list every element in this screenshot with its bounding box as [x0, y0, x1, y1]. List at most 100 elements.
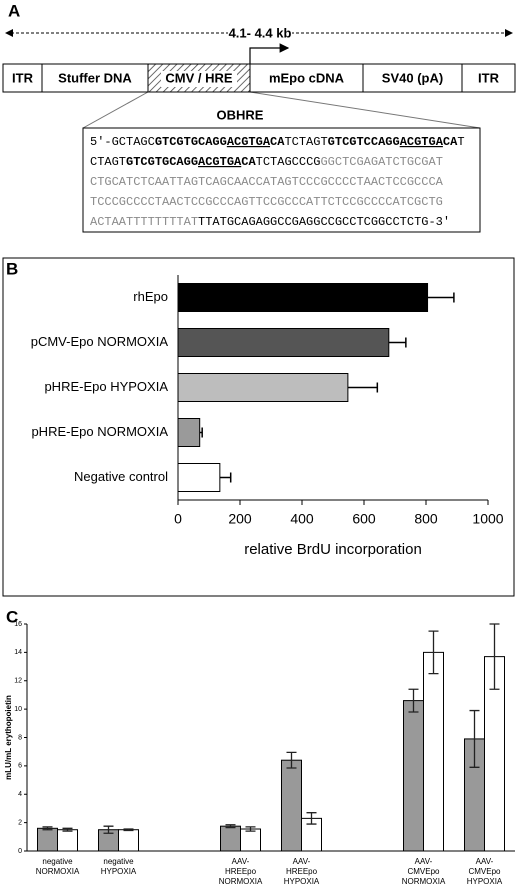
- error-bar: [306, 812, 317, 825]
- error-bar: [225, 824, 236, 829]
- y-tick-label: 12: [14, 678, 22, 685]
- segment-label: ITR: [12, 70, 34, 85]
- sequence-segment: 5'-GCTAGC: [90, 135, 155, 149]
- x-tick-label: negative: [42, 857, 73, 866]
- label-bg: [228, 24, 292, 42]
- sequence-segment: CTAGT: [90, 155, 126, 169]
- bar: [177, 418, 201, 447]
- sequence-line: CTGCATCTCAATTAGTCAGCAACCATAGTCCCGCCCCTAA…: [90, 175, 444, 189]
- x-tick-label: negative: [103, 857, 134, 866]
- segment-label: ITR: [478, 70, 500, 85]
- sequence-segment: ACGTGA: [227, 135, 271, 149]
- y-tick-label: 8: [18, 734, 22, 741]
- error-bar: [199, 427, 203, 438]
- x-axis-label: relative BrdU incorporation: [244, 541, 422, 558]
- x-tick-label: 1000: [472, 511, 503, 527]
- error-bar: [347, 382, 379, 393]
- x-tick-label: 600: [352, 511, 376, 527]
- sequence-segment: CA: [443, 135, 458, 149]
- x-tick-label: NORMOXIA: [36, 867, 80, 876]
- bar: [57, 829, 78, 852]
- bar: [240, 828, 261, 852]
- y-tick-label: Negative control: [74, 469, 168, 484]
- sequence-segment: CTGCATCTCAATTAGTCAGCAACCATAGTCCCGCCCCTAA…: [90, 175, 444, 189]
- error-bar: [428, 630, 439, 675]
- error-bar: [42, 826, 53, 831]
- sequence-segment: TTATGCAGAGGCCGAGGCCGCCTCGGCCTCTG-3': [198, 215, 450, 229]
- y-tick-label: 4: [18, 791, 22, 798]
- sequence-segment: T: [457, 135, 464, 149]
- sequence-segment: GGCTCGAGATCTGCGAT: [320, 155, 442, 169]
- bar: [37, 827, 58, 852]
- x-tick-label: NORMOXIA: [219, 877, 263, 886]
- x-tick-label: AAV-: [293, 857, 311, 866]
- sequence-box: [82, 127, 481, 233]
- bar: [423, 651, 444, 852]
- y-tick-label: 10: [14, 706, 22, 713]
- panel-b-frame: [2, 257, 515, 597]
- x-tick-label: 800: [414, 511, 438, 527]
- error-bar: [469, 709, 480, 768]
- construct-segment: [461, 63, 516, 93]
- bar: [177, 463, 221, 492]
- x-tick-label: AAV-: [476, 857, 494, 866]
- sequence-segment: ACGTGA: [400, 135, 444, 149]
- x-tick-label: AAV-: [232, 857, 250, 866]
- error-bar: [245, 826, 256, 832]
- x-tick-label: 200: [228, 511, 252, 527]
- error-bar: [489, 623, 500, 690]
- y-tick-label: 6: [18, 763, 22, 770]
- sequence-segment: TCTAGCCCG: [256, 155, 321, 169]
- error-bar: [286, 751, 297, 769]
- bar: [118, 829, 139, 852]
- sequence-line: CTAGTGTCGTGCAGGACGTGACATCTAGCCCGGGCTCGAG…: [90, 155, 443, 169]
- x-tick-label: HYPOXIA: [284, 877, 320, 886]
- promoter-arrow: [249, 43, 290, 64]
- sequence-segment: ACTAATTTTTTTTAT: [90, 215, 198, 229]
- segment-label: mEpo cDNA: [269, 70, 345, 85]
- y-tick-label: rhEpo: [133, 289, 168, 304]
- x-tick-label: HYPOXIA: [101, 867, 137, 876]
- y-tick-label: pHRE-Epo HYPOXIA: [44, 379, 168, 394]
- bar: [177, 283, 429, 312]
- sequence-segment: CA: [241, 155, 256, 169]
- error-bar: [388, 337, 407, 348]
- sequence-segment: GTCGTCCAGG: [328, 135, 400, 149]
- sequence-segment: CA: [270, 135, 285, 149]
- x-tick-label: CMVEpo: [407, 867, 440, 876]
- sequence-segment: GTCGTGCAGG: [126, 155, 198, 169]
- x-tick-label: 0: [174, 511, 182, 527]
- label-bg: [161, 71, 237, 87]
- x-tick-label: CMVEpo: [468, 867, 501, 876]
- x-tick-label: 400: [290, 511, 314, 527]
- error-bar: [219, 472, 232, 483]
- error-bar: [103, 825, 114, 834]
- construct-segment: [249, 63, 364, 93]
- sequence-segment: TCCCGCCCCTAACTCCGCCCAGTTCCGCCCATTCTCCGCC…: [90, 195, 443, 209]
- x-tick-label: HYPOXIA: [467, 877, 503, 886]
- bar: [403, 700, 424, 852]
- error-bar: [123, 828, 134, 832]
- bar: [177, 373, 349, 402]
- error-bar: [408, 688, 419, 713]
- error-bar: [62, 827, 73, 832]
- error-bar: [427, 292, 455, 303]
- y-tick-label: 0: [18, 848, 22, 855]
- sequence-segment: GTCGTGCAGG: [155, 135, 227, 149]
- bar: [281, 759, 302, 852]
- bar: [177, 328, 390, 357]
- zoom-line: [82, 91, 149, 129]
- y-axis-label: mLU/mL erythopoietin: [4, 695, 13, 780]
- sequence-line: TCCCGCCCCTAACTCCGCCCAGTTCCGCCCATTCTCCGCC…: [90, 195, 443, 209]
- inset-title: OBHRE: [217, 107, 264, 122]
- length-label: 4.1- 4.4 kb: [229, 25, 292, 40]
- segment-label: CMV / HRE: [165, 70, 233, 85]
- panel-label: C: [6, 607, 18, 626]
- sequence-line: ACTAATTTTTTTTATTTATGCAGAGGCCGAGGCCGCCTCG…: [90, 215, 450, 229]
- sequence-line: 5'-GCTAGCGTCGTGCAGGACGTGACATCTAGTGTCGTCC…: [90, 135, 465, 149]
- y-tick-label: pCMV-Epo NORMOXIA: [31, 334, 169, 349]
- x-tick-label: NORMOXIA: [402, 877, 446, 886]
- construct-segment: [41, 63, 149, 93]
